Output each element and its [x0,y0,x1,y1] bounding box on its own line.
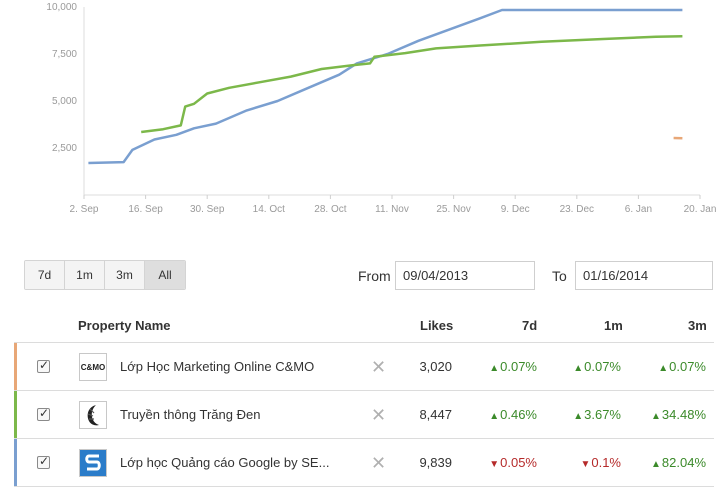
to-date-input[interactable] [575,261,713,290]
close-icon[interactable]: ✕ [371,453,387,473]
range-all-button[interactable]: All [145,261,185,289]
header-likes[interactable]: Likes [420,318,454,333]
x-tick-label: 23. Dec [560,204,594,215]
range-3m-button[interactable]: 3m [105,261,145,289]
x-tick-label: 6. Jan [625,204,652,215]
change-3m: 0.07% [658,359,706,374]
header-1m[interactable]: 1m [604,318,623,333]
x-tick-label: 11. Nov [375,204,409,215]
y-tick-label: 7,500 [52,49,77,60]
series-color-bar [14,439,17,486]
x-tick-label: 16. Sep [128,204,163,215]
change-1m: 0.07% [573,359,621,374]
header-3m[interactable]: 3m [688,318,707,333]
row-checkbox[interactable] [37,358,50,373]
property-name[interactable]: Lớp học Quảng cáo Google by SE... [120,455,330,470]
series-line-0 [88,8,683,165]
x-tick-label: 25. Nov [436,204,470,215]
close-icon[interactable]: ✕ [371,405,387,425]
range-7d-button[interactable]: 7d [25,261,65,289]
from-date-input[interactable] [395,261,535,290]
likes-chart: 10,000 7,500 5,000 2,500 2. Sep 16. Sep 30. Se… [46,2,717,215]
close-icon[interactable]: ✕ [371,357,387,377]
to-label: To [552,268,567,284]
property-name[interactable]: Lớp Học Marketing Online C&MO [120,359,315,374]
y-tick-label: 5,000 [52,96,77,107]
change-7d: 0.07% [489,359,537,374]
logo-text: C&MO [80,362,106,372]
header-property-name[interactable]: Property Name [78,318,171,333]
change-1m: 0.1% [580,455,621,470]
from-label: From [358,268,391,284]
s-logo [79,449,107,477]
header-divider [14,342,714,343]
x-tick-label: 9. Dec [501,204,530,215]
likes-value: 8,447 [419,407,452,422]
header-7d[interactable]: 7d [522,318,538,333]
series-color-bar [14,391,17,438]
y-tick-label: 10,000 [46,2,77,13]
y-tick-label: 2,500 [52,143,77,154]
likes-value: 9,839 [419,455,452,470]
x-tick-label: 28. Oct [314,204,346,215]
change-7d: 0.05% [489,455,537,470]
row-checkbox[interactable] [37,406,50,421]
series-line-1 [141,34,683,134]
table-row: Truyền thông Trăng Đen ✕ 8,447 0.46% 3.67% 34… [14,391,714,439]
series-color-bar [14,343,17,390]
range-selector: 7d 1m 3m All [24,260,186,290]
change-7d: 0.46% [489,407,537,422]
x-tick-label: 14. Oct [253,204,285,215]
change-3m: 82.04% [651,455,706,470]
x-tick-label: 2. Sep [70,204,99,215]
c-mo-logo: C&MO [79,353,107,381]
range-1m-button[interactable]: 1m [65,261,105,289]
x-tick-label: 20. Jan [684,204,717,215]
table-row: Lớp học Quảng cáo Google by SE... ✕ 9,839 0… [14,439,714,487]
x-tick-label: 30. Sep [190,204,225,215]
table-header: Property Name Likes 7d 1m 3m [0,312,722,342]
table-row: C&MO Lớp Học Marketing Online C&MO ✕ 3,020 0… [14,343,714,391]
likes-value: 3,020 [419,359,452,374]
change-1m: 3.67% [573,407,621,422]
change-3m: 34.48% [651,407,706,422]
property-name[interactable]: Truyền thông Trăng Đen [120,407,261,422]
moon-logo [79,401,107,429]
row-checkbox[interactable] [37,454,50,469]
